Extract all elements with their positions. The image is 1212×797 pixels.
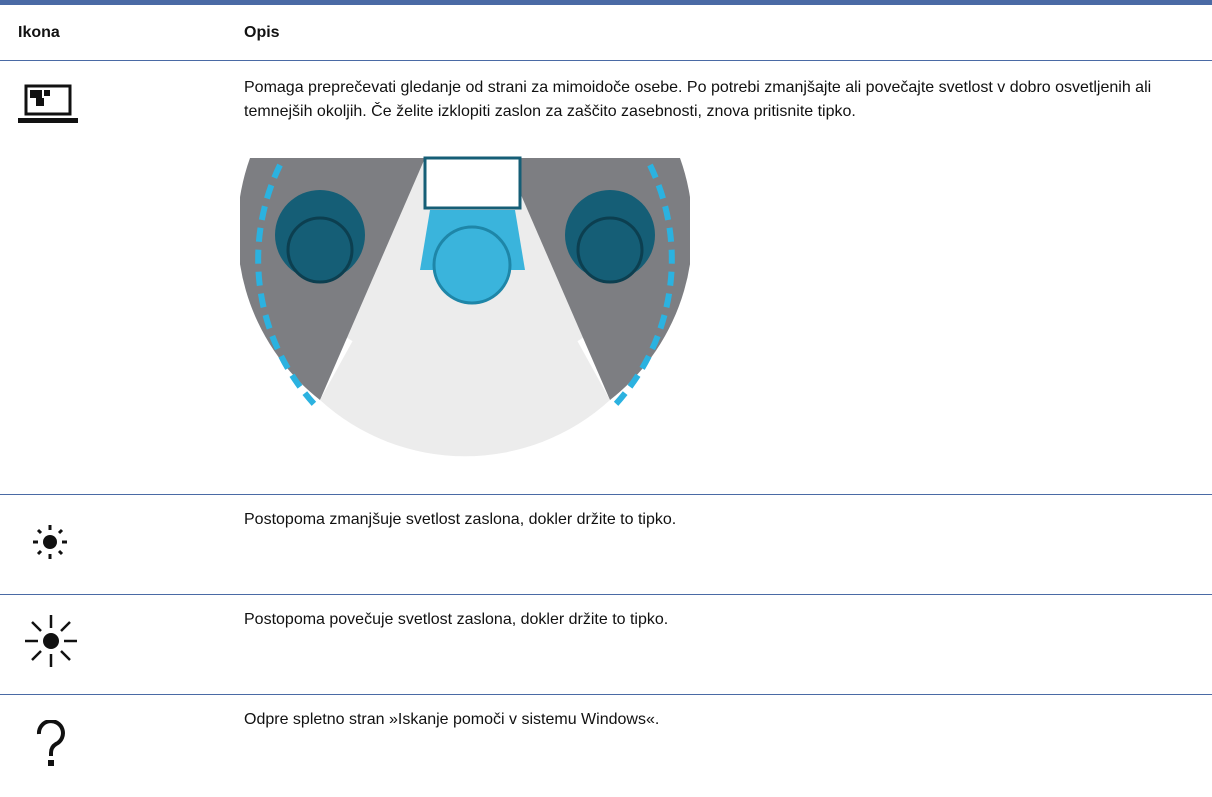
row-rule <box>0 594 1212 595</box>
brightness-down-icon <box>33 525 67 559</box>
header-description: Opis <box>244 24 280 41</box>
description: Odpre spletno stran »Iskanje pomoči v si… <box>244 711 660 728</box>
brightness-up-icon <box>25 615 77 667</box>
privacy-illustration <box>240 156 690 457</box>
row-rule <box>0 694 1212 695</box>
row-rule <box>0 60 1212 61</box>
help-icon <box>36 720 65 766</box>
privacy-icon <box>18 84 78 123</box>
description: Pomaga preprečevati gledanje od strani z… <box>244 79 1152 120</box>
row-rule <box>0 494 1212 495</box>
description: Postopoma zmanjšuje svetlost zaslona, do… <box>244 511 677 528</box>
header-icon: Ikona <box>18 24 60 41</box>
top-border <box>0 0 1212 5</box>
description: Postopoma povečuje svetlost zaslona, dok… <box>244 611 669 628</box>
